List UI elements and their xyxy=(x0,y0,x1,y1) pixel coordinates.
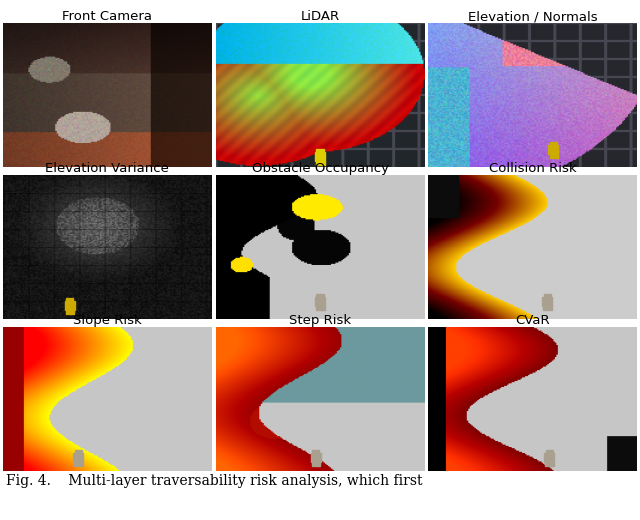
Bar xyxy=(319,306,321,309)
Bar xyxy=(550,306,552,309)
Bar xyxy=(321,161,323,165)
Bar xyxy=(312,462,314,466)
Bar xyxy=(321,306,323,309)
Bar xyxy=(323,161,324,165)
Bar xyxy=(319,161,321,165)
Bar xyxy=(81,462,83,466)
Bar xyxy=(548,306,550,309)
Bar xyxy=(554,154,556,158)
Bar xyxy=(556,154,558,158)
Bar xyxy=(75,450,82,453)
Bar xyxy=(311,453,321,462)
Bar xyxy=(323,306,324,309)
Bar xyxy=(77,462,79,466)
Bar xyxy=(319,462,321,466)
Bar xyxy=(79,462,81,466)
Title: Obstacle Occupancy: Obstacle Occupancy xyxy=(252,162,388,175)
Bar xyxy=(312,450,319,453)
Bar xyxy=(315,152,325,161)
Bar xyxy=(66,310,68,314)
Bar xyxy=(550,154,552,158)
Bar xyxy=(544,453,554,462)
Bar xyxy=(317,294,323,297)
Bar xyxy=(67,298,74,301)
Bar xyxy=(315,297,325,306)
Bar xyxy=(548,145,559,154)
Bar xyxy=(316,161,318,165)
Bar xyxy=(552,154,554,158)
Bar xyxy=(315,462,317,466)
Bar xyxy=(71,310,73,314)
Bar xyxy=(73,453,83,462)
Title: Step Risk: Step Risk xyxy=(289,314,351,327)
Bar xyxy=(543,294,550,297)
Bar xyxy=(546,450,553,453)
Bar xyxy=(317,149,323,152)
Bar xyxy=(542,297,552,306)
Title: Elevation Variance: Elevation Variance xyxy=(45,162,170,175)
Bar xyxy=(316,306,318,309)
Title: CVaR: CVaR xyxy=(515,314,550,327)
Bar xyxy=(317,462,319,466)
Bar xyxy=(73,310,74,314)
Bar xyxy=(74,462,76,466)
Title: Collision Risk: Collision Risk xyxy=(489,162,577,175)
Bar xyxy=(545,462,547,466)
Bar xyxy=(543,306,545,309)
Bar xyxy=(552,462,554,466)
Title: LiDAR: LiDAR xyxy=(300,10,340,23)
Bar xyxy=(550,462,552,466)
Bar xyxy=(546,306,548,309)
Bar xyxy=(550,142,557,145)
Text: Fig. 4.    Multi-layer traversability risk analysis, which first: Fig. 4. Multi-layer traversability risk … xyxy=(6,474,423,488)
Title: Elevation / Normals: Elevation / Normals xyxy=(468,10,597,23)
Title: Front Camera: Front Camera xyxy=(63,10,152,23)
Title: Slope Risk: Slope Risk xyxy=(73,314,142,327)
Bar xyxy=(69,310,70,314)
Bar xyxy=(65,301,75,310)
Bar xyxy=(548,462,550,466)
